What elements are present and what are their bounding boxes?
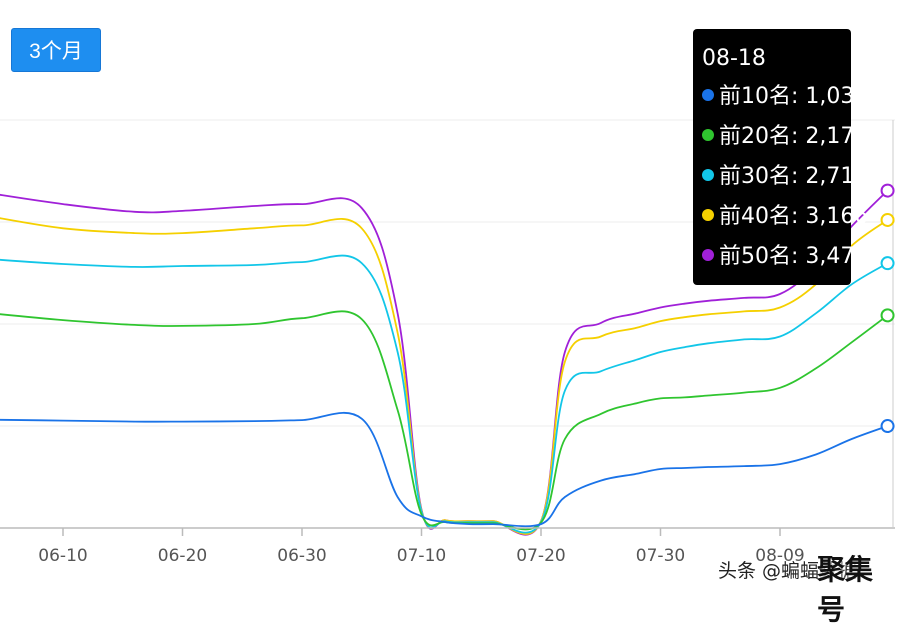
tooltip-row-top40: 前40名: 3,166 [702,197,868,237]
hover-marker-top50 [880,183,895,198]
series-dot-top30 [702,169,714,181]
hover-marker-top40 [880,212,895,227]
tooltip-value-top20: 前20名: 2,179 [719,124,869,149]
x-tick-label-6: 08-09 [755,546,804,566]
chart-series [0,189,889,536]
tooltip-row-top20: 前20名: 2,179 [702,117,868,157]
x-tick-label-4: 07-20 [516,546,565,566]
tooltip-row-top30: 前30名: 2,719 [702,157,868,197]
series-dot-top10 [702,89,714,101]
series-dot-top40 [702,209,714,221]
watermark-brand: 聚集号 [817,553,874,626]
tooltip-value-top50: 前50名: 3,470 [719,244,869,269]
tooltip-row-top50: 前50名: 3,470 [702,237,868,277]
series-line-top10 [0,411,888,528]
x-tick-label-0: 06-10 [38,546,87,566]
watermark-text: 头条 @蝙蝠数据 [718,560,858,582]
hover-markers [880,183,895,434]
x-tick-label-3: 07-10 [397,546,446,566]
x-tick-label-5: 07-30 [636,546,685,566]
series-line-top20 [0,310,889,531]
x-axis-ticks: 06-10 06-20 06-30 07-10 07-20 07-30 08-09 [38,528,805,566]
series-dot-top50 [702,249,714,261]
hover-marker-top30 [880,256,895,271]
x-tick-label-1: 06-20 [158,546,207,566]
tooltip-row-top10: 前10名: 1,034 [702,77,868,117]
x-tick-label-2: 06-30 [277,546,326,566]
tooltip-date: 08-18 [702,46,766,71]
tooltip-value-top40: 前40名: 3,166 [719,204,869,229]
chart-tooltip: 08-18 前10名: 1,034 前20名: 2,179 前30名: 2,71… [693,29,868,285]
series-dot-top20 [702,129,714,141]
hover-marker-top20 [880,308,895,323]
range-3-months-button[interactable]: 3个月 [11,28,101,72]
tooltip-value-top10: 前10名: 1,034 [719,84,869,109]
hover-marker-top10 [880,419,895,434]
line-chart: 06-10 06-20 06-30 07-10 07-20 07-30 08-09 [0,119,895,566]
tooltip-value-top30: 前30名: 2,719 [719,164,869,189]
